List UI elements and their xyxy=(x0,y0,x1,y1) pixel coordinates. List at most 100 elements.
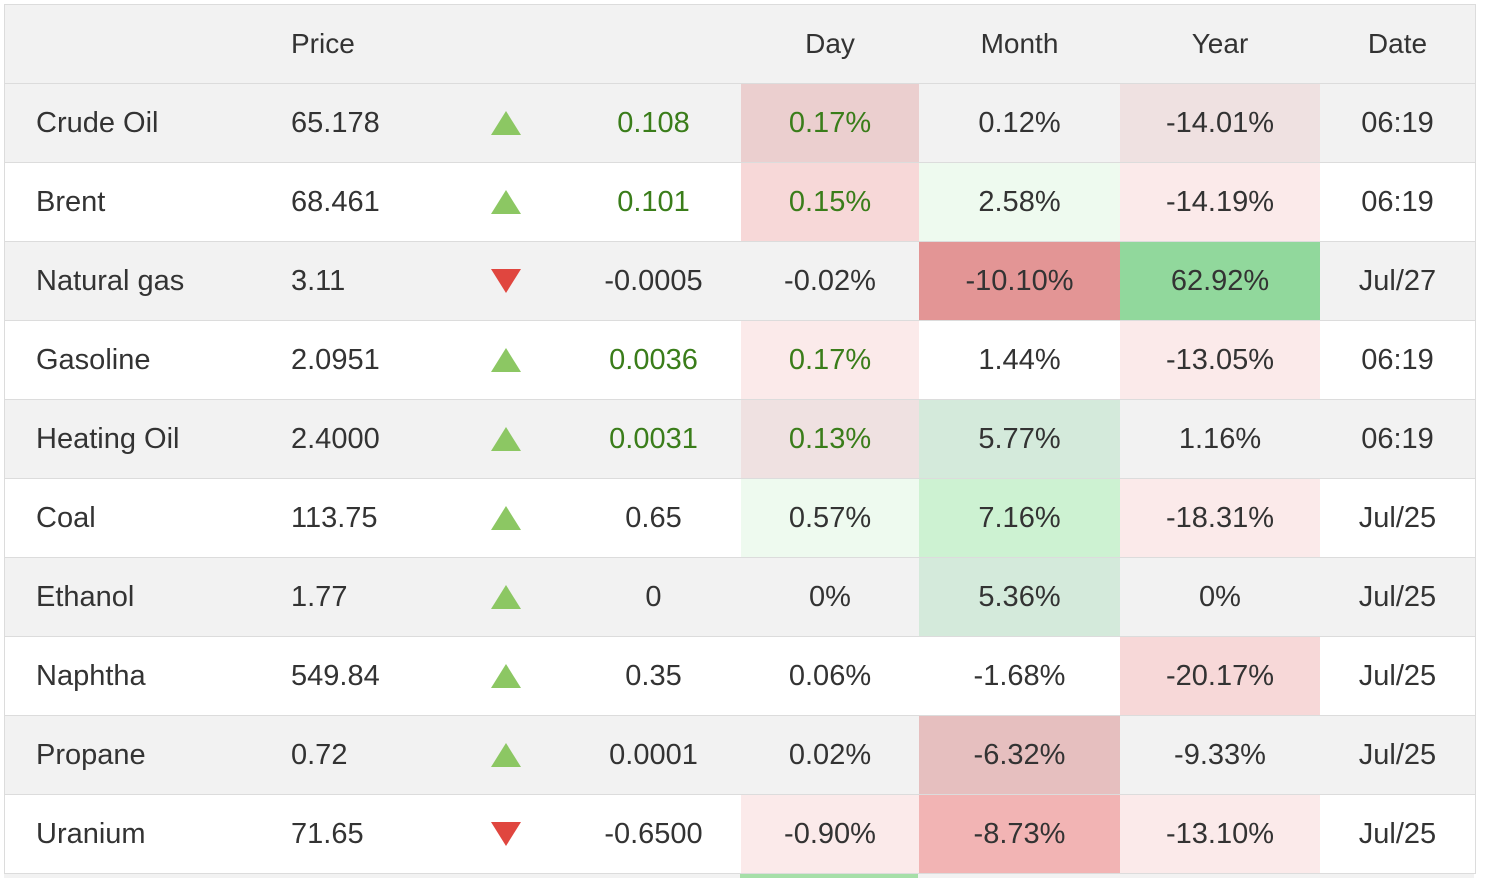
commodity-name-link[interactable]: Naphtha xyxy=(36,659,146,692)
up-arrow-icon xyxy=(491,664,521,688)
price-value: 71.65 xyxy=(291,817,364,850)
month-percent: 7.16% xyxy=(919,479,1120,557)
day-percent: 0% xyxy=(809,580,851,613)
up-arrow-icon xyxy=(491,743,521,767)
date-value: Jul/25 xyxy=(1358,738,1437,771)
commodity-name-link[interactable]: Crude Oil xyxy=(36,106,159,139)
header-day[interactable]: Day xyxy=(805,28,855,59)
date-value: 06:19 xyxy=(1361,343,1434,376)
year-percent: 0% xyxy=(1199,580,1241,613)
change-value: 0.101 xyxy=(617,185,690,218)
month-percent: 5.36% xyxy=(919,558,1120,636)
price-value: 2.4000 xyxy=(291,422,380,455)
commodity-name-link[interactable]: Propane xyxy=(36,738,146,771)
month-percent: 2.58% xyxy=(919,163,1120,241)
year-percent: 62.92% xyxy=(1120,242,1320,320)
date-value: Jul/25 xyxy=(1358,501,1437,534)
commodity-name-link[interactable]: Gasoline xyxy=(36,343,151,376)
change-value: 0.0031 xyxy=(609,422,698,455)
price-value: 2.0951 xyxy=(291,343,380,376)
table-row[interactable]: Uranium 71.65 -0.6500 -0.90% -8.73% -13.10% Ju… xyxy=(5,795,1475,874)
day-percent: -0.02% xyxy=(784,264,876,297)
table-row[interactable]: Gasoline 2.0951 0.0036 0.17% 1.44% -13.05% 06:… xyxy=(5,321,1475,400)
table-row[interactable]: Propane 0.72 0.0001 0.02% -6.32% -9.33% Jul/25 xyxy=(5,716,1475,795)
change-value: 0.0036 xyxy=(609,343,698,376)
month-percent: -1.68% xyxy=(973,659,1066,692)
price-value: 0.72 xyxy=(291,738,348,771)
day-percent: 0.17% xyxy=(741,84,919,162)
direction-cell xyxy=(446,321,566,399)
year-percent: -13.05% xyxy=(1120,321,1320,399)
up-arrow-icon xyxy=(491,348,521,372)
change-value: -0.0005 xyxy=(604,264,703,297)
direction-cell xyxy=(446,400,566,478)
day-percent: 0.02% xyxy=(788,738,872,771)
price-value: 65.178 xyxy=(291,106,380,139)
commodity-name-link[interactable]: Coal xyxy=(36,501,96,534)
header-month[interactable]: Month xyxy=(980,28,1059,59)
header-name xyxy=(5,5,256,83)
commodities-table: Price Day Month Year Date Crude Oil 65.17… xyxy=(4,4,1476,874)
next-row-day-cell-edge xyxy=(740,874,918,878)
change-value: 0.65 xyxy=(625,501,682,534)
up-arrow-icon xyxy=(491,111,521,135)
down-arrow-icon xyxy=(491,822,521,846)
table-body: Crude Oil 65.178 0.108 0.17% 0.12% -14.01% 06:… xyxy=(5,84,1475,874)
table-row[interactable]: Heating Oil 2.4000 0.0031 0.13% 5.77% 1.16% 06… xyxy=(5,400,1475,479)
up-arrow-icon xyxy=(491,427,521,451)
direction-cell xyxy=(446,84,566,162)
change-value: -0.6500 xyxy=(604,817,703,850)
month-percent: -8.73% xyxy=(919,795,1120,873)
change-value: 0.35 xyxy=(625,659,682,692)
table-row[interactable]: Naphtha 549.84 0.35 0.06% -1.68% -20.17% Jul/2… xyxy=(5,637,1475,716)
up-arrow-icon xyxy=(491,506,521,530)
price-value: 3.11 xyxy=(291,264,346,297)
date-value: Jul/25 xyxy=(1358,659,1437,692)
date-value: 06:19 xyxy=(1361,422,1434,455)
commodity-name-link[interactable]: Ethanol xyxy=(36,580,135,613)
change-value: 0.0001 xyxy=(609,738,698,771)
direction-cell xyxy=(446,479,566,557)
date-value: 06:19 xyxy=(1361,185,1434,218)
direction-cell xyxy=(446,637,566,715)
year-percent: 1.16% xyxy=(1178,422,1262,455)
commodity-name-link[interactable]: Natural gas xyxy=(36,264,185,297)
date-value: 06:19 xyxy=(1361,106,1434,139)
header-arrow xyxy=(446,5,566,83)
table-row[interactable]: Crude Oil 65.178 0.108 0.17% 0.12% -14.01% 06:… xyxy=(5,84,1475,163)
day-percent: 0.06% xyxy=(788,659,872,692)
direction-cell xyxy=(446,163,566,241)
next-row-edge xyxy=(4,874,1474,878)
month-percent: 5.77% xyxy=(919,400,1120,478)
date-value: Jul/27 xyxy=(1358,264,1437,297)
header-price[interactable]: Price xyxy=(291,28,355,59)
month-percent: 0.12% xyxy=(978,106,1061,139)
down-arrow-icon xyxy=(491,269,521,293)
date-value: Jul/25 xyxy=(1358,817,1437,850)
commodity-name-link[interactable]: Heating Oil xyxy=(36,422,180,455)
table-row[interactable]: Natural gas 3.11 -0.0005 -0.02% -10.10% 62.92… xyxy=(5,242,1475,321)
day-percent: 0.57% xyxy=(741,479,919,557)
day-percent: 0.15% xyxy=(741,163,919,241)
up-arrow-icon xyxy=(491,585,521,609)
year-percent: -14.01% xyxy=(1120,84,1320,162)
year-percent: -20.17% xyxy=(1120,637,1320,715)
year-percent: -14.19% xyxy=(1120,163,1320,241)
month-percent: -10.10% xyxy=(919,242,1120,320)
year-percent: -9.33% xyxy=(1174,738,1266,771)
header-date[interactable]: Date xyxy=(1367,28,1428,59)
header-year[interactable]: Year xyxy=(1191,28,1249,59)
table-row[interactable]: Coal 113.75 0.65 0.57% 7.16% -18.31% Jul/25 xyxy=(5,479,1475,558)
commodity-name-link[interactable]: Uranium xyxy=(36,817,146,850)
commodity-name-link[interactable]: Brent xyxy=(36,185,106,218)
price-value: 1.77 xyxy=(291,580,348,613)
change-value: 0.108 xyxy=(617,106,690,139)
table-header: Price Day Month Year Date xyxy=(5,5,1475,84)
year-percent: -13.10% xyxy=(1120,795,1320,873)
day-percent: 0.17% xyxy=(741,321,919,399)
direction-cell xyxy=(446,558,566,636)
header-change xyxy=(566,5,741,83)
table-row[interactable]: Ethanol 1.77 0 0% 5.36% 0% Jul/25 xyxy=(5,558,1475,637)
year-percent: -18.31% xyxy=(1120,479,1320,557)
table-row[interactable]: Brent 68.461 0.101 0.15% 2.58% -14.19% 06:19 xyxy=(5,163,1475,242)
